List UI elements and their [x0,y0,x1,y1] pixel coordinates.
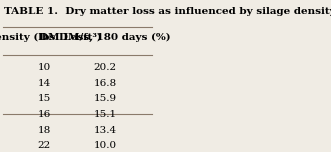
Text: 18: 18 [37,126,51,135]
Text: DM Loss, 180 days (%): DM Loss, 180 days (%) [39,33,171,42]
Text: 10: 10 [37,63,51,72]
Text: 16.8: 16.8 [93,79,117,88]
Text: 22: 22 [37,142,51,150]
Text: 15.1: 15.1 [93,110,117,119]
Text: 14: 14 [37,79,51,88]
Text: 13.4: 13.4 [93,126,117,135]
Text: 15: 15 [37,94,51,103]
Text: 15.9: 15.9 [93,94,117,103]
Text: Density (lbs DM/ft³): Density (lbs DM/ft³) [0,33,102,42]
Text: TABLE 1.  Dry matter loss as influenced by silage density – Ruppel (1992): TABLE 1. Dry matter loss as influenced b… [4,7,331,16]
Text: 16: 16 [37,110,51,119]
Text: 20.2: 20.2 [93,63,117,72]
Text: 10.0: 10.0 [93,142,117,150]
